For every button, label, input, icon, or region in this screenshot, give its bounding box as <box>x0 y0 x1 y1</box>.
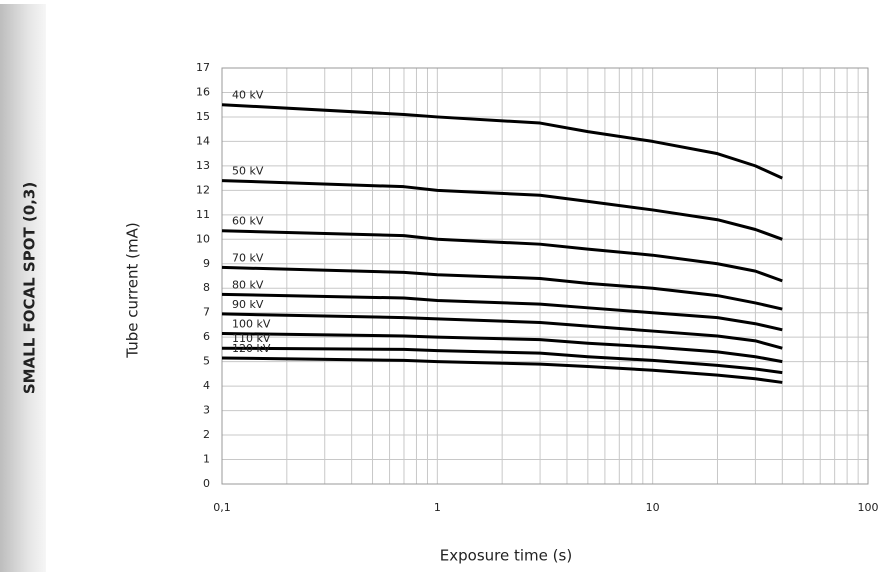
series-line <box>221 103 783 180</box>
y-tick-label: 11 <box>196 208 210 221</box>
series-line <box>221 265 783 311</box>
series-label: 40 kV <box>232 89 264 102</box>
series-label: 80 kV <box>232 278 264 291</box>
series-line <box>221 179 783 241</box>
series-line <box>221 346 783 375</box>
series-label: 90 kV <box>232 298 264 311</box>
x-axis-title: Exposure time (s) <box>440 547 572 565</box>
series-label: 120 kV <box>232 342 271 355</box>
series-line <box>221 356 783 384</box>
x-tick-label: 0,1 <box>213 501 231 514</box>
y-tick-label: 7 <box>203 306 210 319</box>
y-tick-label: 2 <box>203 428 210 441</box>
series-label: 70 kV <box>232 251 264 264</box>
y-tick-label: 1 <box>203 453 210 466</box>
y-tick-label: 4 <box>203 379 210 392</box>
y-tick-label: 12 <box>196 183 210 196</box>
series-label: 100 kV <box>232 318 271 331</box>
series-label: 50 kV <box>232 165 264 178</box>
series-line <box>221 312 783 350</box>
series-line <box>221 292 783 332</box>
y-tick-label: 10 <box>196 232 210 245</box>
y-tick-label: 9 <box>203 257 210 270</box>
y-tick-label: 14 <box>196 134 210 147</box>
series-label: 110 kV <box>232 332 271 345</box>
x-tick-label: 100 <box>858 501 879 514</box>
y-tick-label: 17 <box>196 61 210 74</box>
y-tick-label: 3 <box>203 404 210 417</box>
x-tick-label: 10 <box>646 501 660 514</box>
series-line <box>221 332 783 364</box>
series-label: 60 kV <box>232 215 264 228</box>
y-tick-label: 8 <box>203 281 210 294</box>
y-tick-label: 0 <box>203 477 210 490</box>
side-band <box>0 4 46 572</box>
y-tick-label: 6 <box>203 330 210 343</box>
y-tick-label: 5 <box>203 355 210 368</box>
x-tick-label: 1 <box>434 501 441 514</box>
side-label: SMALL FOCAL SPOT (0,3) <box>21 182 39 394</box>
plot-border <box>221 67 869 485</box>
series-line <box>221 229 783 283</box>
y-tick-label: 16 <box>196 85 210 98</box>
y-axis-title: Tube current (mA) <box>124 222 142 358</box>
y-tick-label: 15 <box>196 110 210 123</box>
y-tick-label: 13 <box>196 159 210 172</box>
